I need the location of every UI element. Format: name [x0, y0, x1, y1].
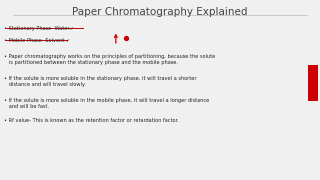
Text: • Stationary Phase- Water✓: • Stationary Phase- Water✓: [4, 26, 74, 31]
Text: • If the solute is more soluble in the mobile phase, it will travel a longer dis: • If the solute is more soluble in the m…: [4, 98, 209, 109]
Text: • If the solute is more soluble in the stationary phase, it will travel a shorte: • If the solute is more soluble in the s…: [4, 76, 196, 87]
Text: • Rf value- This is known as the retention factor or retardation factor.: • Rf value- This is known as the retenti…: [4, 118, 179, 123]
Text: • Paper chromatography works on the principles of partitioning, because the solu: • Paper chromatography works on the prin…: [4, 54, 215, 65]
Text: Paper Chromatography Explained: Paper Chromatography Explained: [72, 7, 248, 17]
Bar: [308, 65, 318, 101]
Text: • Mobile Phase- Solvent ✓: • Mobile Phase- Solvent ✓: [4, 38, 70, 43]
